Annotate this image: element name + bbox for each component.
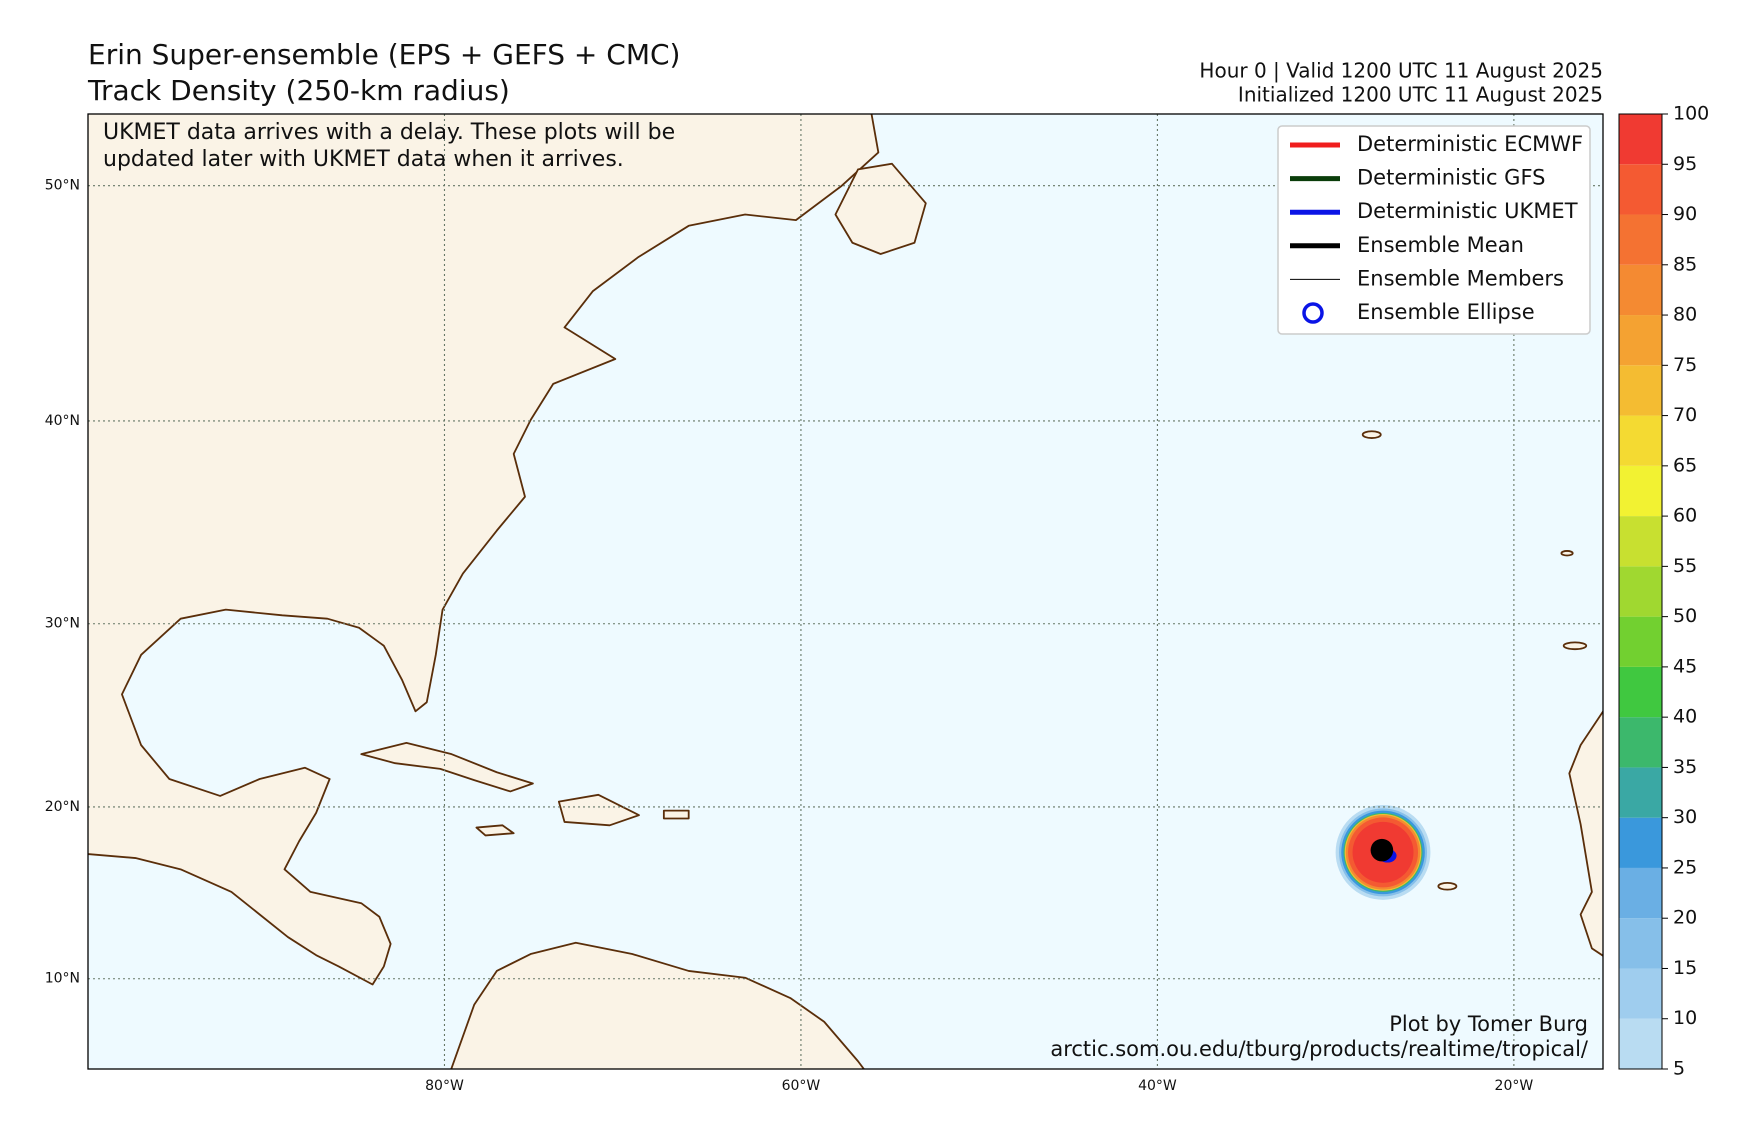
legend-label: Ensemble Members <box>1357 266 1564 290</box>
colorbar-segment <box>1619 867 1662 919</box>
colorbar-segment <box>1619 465 1662 517</box>
graticule: 80°W 60°W 40°W 20°W 10°N 20°N 30°N 40°N 50°N <box>45 114 1603 1094</box>
colorbar-frame <box>1618 113 1663 1070</box>
legend-label: Deterministic ECMWF <box>1357 132 1583 156</box>
map-frame <box>87 113 1604 1070</box>
note-line: UKMET data arrives with a delay. These p… <box>103 120 675 145</box>
colorbar-tick-label: 75 <box>1673 354 1697 376</box>
init-time: Initialized 1200 UTC 11 August 2025 <box>1238 83 1603 107</box>
legend-label: Deterministic GFS <box>1357 166 1546 190</box>
legend-label: Ensemble Ellipse <box>1357 300 1535 324</box>
legend-label: Deterministic UKMET <box>1357 199 1578 223</box>
lon-tick-label: 20°W <box>1495 1078 1534 1094</box>
colorbar-tick-label: 20 <box>1673 907 1697 929</box>
colorbar-segment <box>1619 114 1662 165</box>
cuba <box>360 741 534 793</box>
colorbar-segment <box>1619 516 1662 567</box>
colorbar-segment <box>1619 566 1662 617</box>
lon-tick-label: 80°W <box>425 1078 464 1094</box>
colorbar-segment <box>1619 264 1662 316</box>
colorbar-tick-label: 10 <box>1673 1007 1697 1029</box>
legend: Deterministic ECMWF Deterministic GFS Dete… <box>1290 132 1583 324</box>
colorbar-tick-label: 40 <box>1673 706 1697 728</box>
canary-islands <box>1562 641 1588 651</box>
africa <box>1568 709 1603 957</box>
colorbar-tick-label: 55 <box>1673 555 1697 577</box>
colorbar-segment <box>1619 415 1662 466</box>
colorbar-segment <box>1619 767 1662 818</box>
land-layer <box>88 114 1603 1069</box>
puerto-rico <box>662 809 690 820</box>
colorbar-segment <box>1619 616 1662 667</box>
azores <box>1361 430 1382 439</box>
colorbar-segment <box>1619 666 1662 718</box>
valid-time: Hour 0 | Valid 1200 UTC 11 August 2025 <box>1199 59 1603 83</box>
colorbar-tick-label: 85 <box>1673 253 1697 275</box>
legend-box <box>1277 125 1591 335</box>
jamaica <box>475 824 515 837</box>
colorbar-tick-label: 65 <box>1673 454 1697 476</box>
lat-tick-label: 40°N <box>45 413 80 429</box>
colorbar-segment <box>1619 968 1662 1019</box>
colorbar-tick-label: 50 <box>1673 605 1697 627</box>
lat-tick-label: 20°N <box>45 799 80 815</box>
colorbar-segment <box>1619 315 1662 366</box>
colorbar-segment <box>1619 717 1662 768</box>
colorbar-tick-label: 80 <box>1673 304 1697 326</box>
colorbar-segment <box>1619 214 1662 265</box>
colorbar-tick-label: 5 <box>1673 1058 1685 1080</box>
credit-url: arctic.som.ou.edu/tburg/products/realtim… <box>1050 1037 1589 1061</box>
colorbar-segment <box>1619 918 1662 969</box>
colorbar-tick-label: 90 <box>1673 203 1697 225</box>
colorbar-tick-label: 30 <box>1673 806 1697 828</box>
hispaniola <box>557 793 640 827</box>
colorbar-tick-label: 100 <box>1673 103 1709 125</box>
south-america <box>450 941 865 1069</box>
lon-tick-label: 40°W <box>1138 1078 1177 1094</box>
title-line: Track Density (250-km radius) <box>87 74 510 107</box>
track-density <box>1335 804 1431 900</box>
lon-tick-label: 60°W <box>782 1078 821 1094</box>
lat-tick-label: 30°N <box>45 616 80 632</box>
title-line: Erin Super-ensemble (EPS + GEFS + CMC) <box>88 38 680 71</box>
colorbar-tick-label: 45 <box>1673 655 1697 677</box>
lat-tick-label: 50°N <box>45 178 80 194</box>
newfoundland <box>834 162 927 255</box>
credit: Plot by Tomer Burg <box>1389 1012 1588 1036</box>
legend-label: Ensemble Mean <box>1357 233 1524 257</box>
colorbar-tick-label: 60 <box>1673 505 1697 527</box>
colorbar-segment <box>1619 164 1662 215</box>
colorbar-segment <box>1619 365 1662 416</box>
colorbar-tick-label: 15 <box>1673 957 1697 979</box>
colorbar-segment <box>1619 1018 1662 1069</box>
colorbar-tick-label: 70 <box>1673 404 1697 426</box>
colorbar-tick-label: 35 <box>1673 756 1697 778</box>
colorbar: 5 10 15 20 25 30 35 40 45 50 55 60 65 70 75 80 85 90 95 100 <box>1618 103 1709 1080</box>
madeira <box>1560 550 1574 557</box>
note-line: updated later with UKMET data when it ar… <box>103 147 624 172</box>
legend-symbol <box>1302 302 1324 324</box>
colorbar-segment <box>1619 817 1662 868</box>
colorbar-tick-label: 95 <box>1673 153 1697 175</box>
lat-tick-label: 10°N <box>45 971 80 987</box>
colorbar-tick-label: 25 <box>1673 856 1697 878</box>
north-america <box>88 114 880 986</box>
cape-verde <box>1437 881 1458 891</box>
